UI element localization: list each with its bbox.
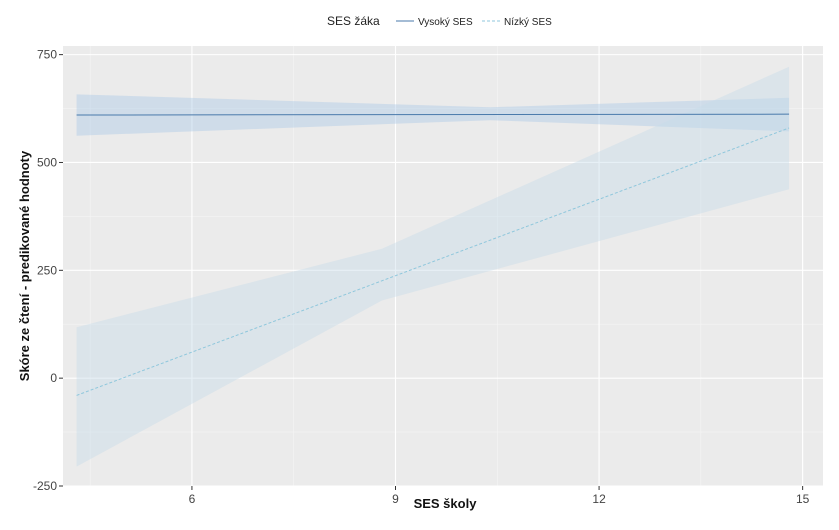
confidence-band-nizky-ses	[76, 66, 790, 467]
y-tick-label: -250	[33, 479, 57, 493]
y-tick-label: 500	[37, 155, 57, 169]
series-line-vysoky-ses	[76, 113, 790, 116]
legend-label-vysoky-ses: Vysoký SES	[418, 17, 473, 28]
legend: SES žáka Vysoký SES Nízký SES	[327, 14, 552, 28]
x-tick-label: 9	[392, 492, 399, 506]
series-lines	[76, 113, 790, 396]
y-axis-ticks: -250 0 250 500 750	[33, 48, 63, 493]
series-line-nizky-ses	[76, 127, 790, 396]
y-tick-label: 250	[37, 263, 57, 277]
y-tick-label: 750	[37, 48, 57, 62]
legend-title: SES žáka	[327, 14, 380, 28]
x-axis-ticks: 6 9 12 15	[189, 486, 810, 506]
x-tick-label: 12	[592, 492, 606, 506]
legend-label-nizky-ses: Nízký SES	[504, 17, 552, 28]
y-tick-label: 0	[50, 371, 57, 385]
grid	[63, 46, 823, 487]
x-tick-label: 15	[796, 492, 810, 506]
x-axis-title: SES školy	[414, 496, 478, 511]
plot-panel	[63, 46, 823, 486]
x-tick-label: 6	[189, 492, 196, 506]
y-axis-title: Skóre ze čtení - predikované hodnoty	[17, 150, 32, 381]
